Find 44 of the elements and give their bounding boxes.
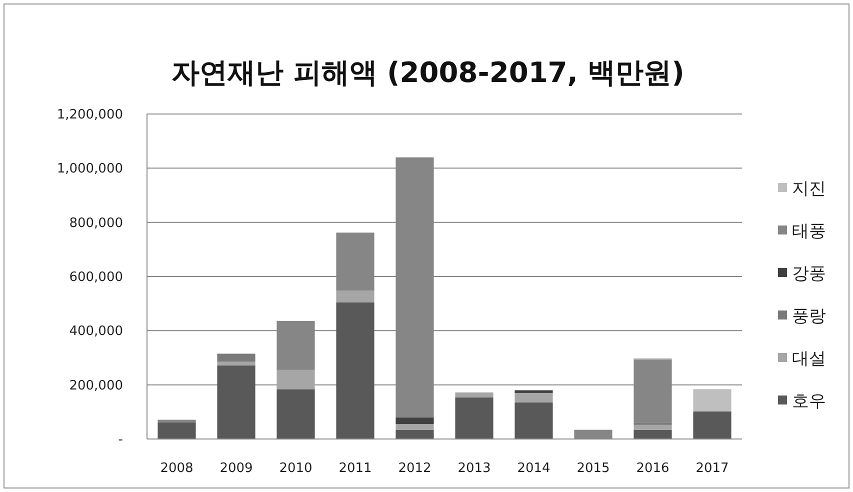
- x-tick-label: 2015: [576, 461, 610, 476]
- x-tick-label: 2009: [220, 461, 253, 476]
- legend-label: 호우: [792, 391, 826, 412]
- legend-label: 대설: [792, 348, 826, 369]
- y-tick-label: -: [118, 432, 124, 448]
- x-tick-label: 2014: [517, 461, 550, 476]
- bar: [396, 430, 434, 439]
- bar: [276, 370, 315, 390]
- chart-title: 자연재난 피해액 (2008-2017, 백만원): [172, 56, 684, 89]
- bar: [276, 389, 315, 439]
- bar: [634, 430, 672, 439]
- bar: [217, 365, 256, 439]
- y-tick-label: 1,000,000: [56, 162, 123, 177]
- x-tick-label: 2013: [458, 461, 491, 476]
- bar: [336, 302, 374, 439]
- legend-label: 태풍: [792, 221, 826, 242]
- bar: [396, 424, 434, 430]
- bar: [455, 397, 494, 439]
- x-tick-label: 2011: [338, 461, 372, 476]
- bar: [693, 389, 732, 412]
- bar: [158, 422, 196, 439]
- y-tick-label: 200,000: [69, 378, 123, 394]
- bar: [217, 362, 256, 366]
- bar: [455, 392, 494, 398]
- bar: [396, 417, 434, 424]
- bar: [514, 392, 553, 402]
- x-tick-label: 2010: [279, 461, 312, 476]
- bar: [693, 411, 732, 439]
- bar: [217, 354, 256, 362]
- bar: [514, 402, 553, 439]
- bar: [634, 424, 672, 430]
- bar: [514, 390, 553, 393]
- legend-label: 풍랑: [792, 306, 826, 326]
- legend-label: 강풍: [792, 264, 826, 284]
- x-tick-label: 2012: [398, 461, 432, 476]
- x-tick-label: 2016: [636, 461, 670, 476]
- x-tick-label: 2008: [160, 461, 194, 476]
- y-tick-label: 600,000: [69, 270, 123, 286]
- y-tick-label: 800,000: [69, 216, 123, 231]
- y-tick-label: 1,200,000: [56, 108, 123, 123]
- bar: [336, 290, 374, 302]
- legend-label: 지진: [792, 178, 826, 199]
- y-tick-label: 400,000: [69, 324, 123, 340]
- x-tick-label: 2017: [696, 461, 729, 476]
